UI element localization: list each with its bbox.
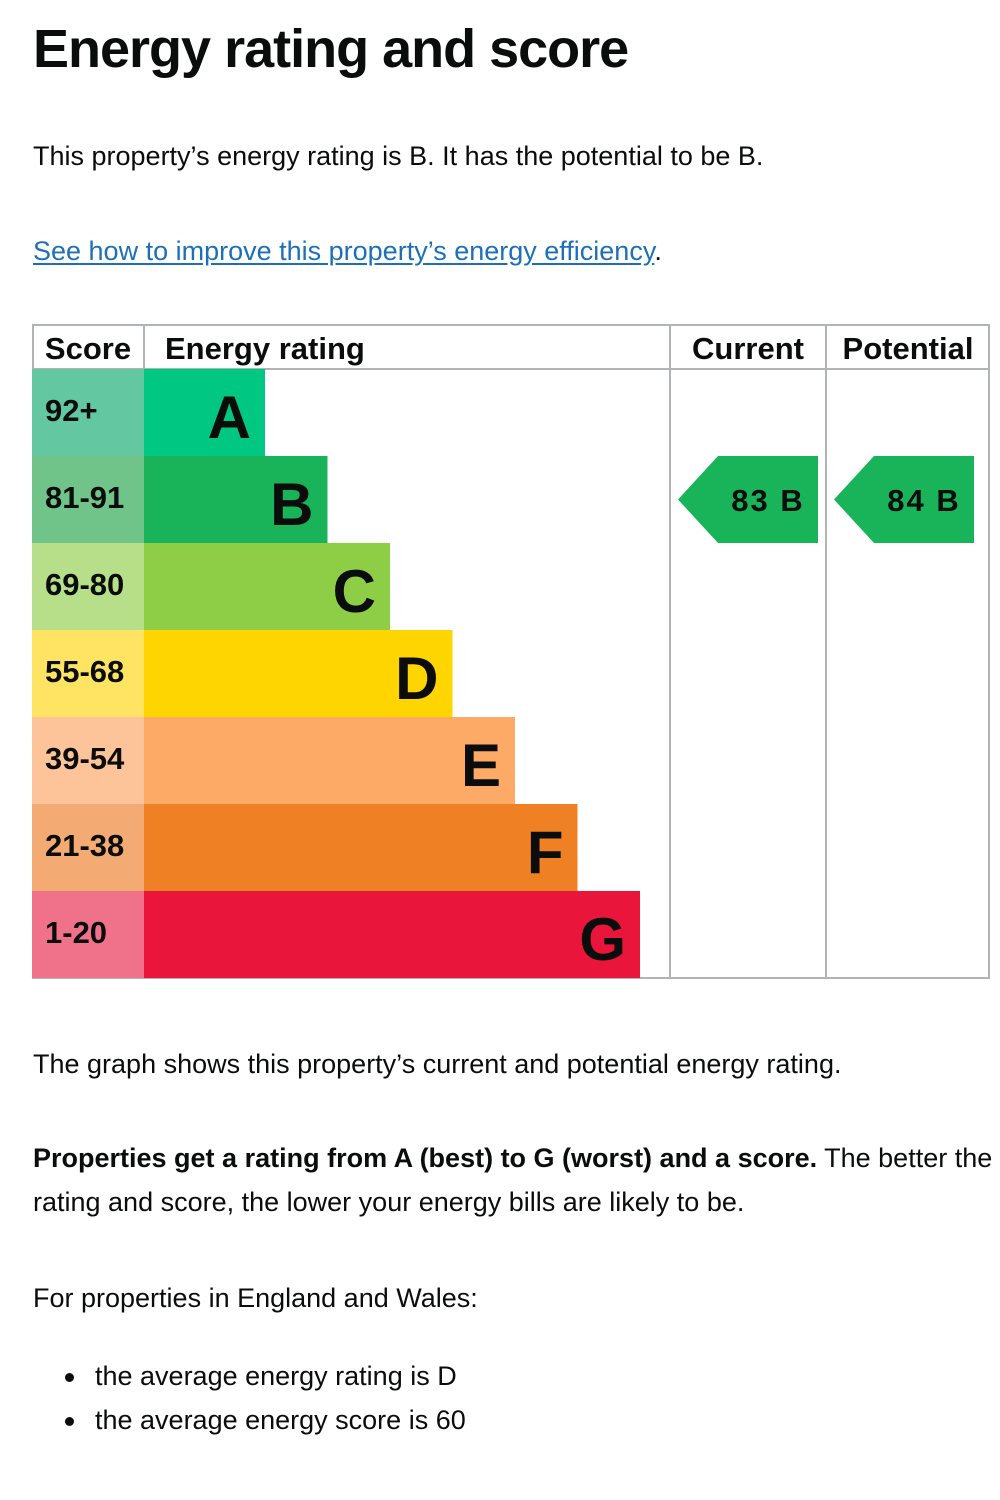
graph-description: The graph shows this property’s current … <box>33 1049 842 1079</box>
current-rating-label: 83 B <box>731 483 804 518</box>
region-intro: For properties in England and Wales: <box>33 1283 478 1313</box>
score-range-d: 55-68 <box>45 654 124 689</box>
rating-bar-g <box>144 891 640 978</box>
header-current: Current <box>692 331 804 366</box>
improve-efficiency-link[interactable]: See how to improve this property’s energ… <box>33 236 655 266</box>
score-range-c: 69-80 <box>45 567 124 602</box>
rating-letter-d: D <box>395 645 438 712</box>
rating-letter-g: G <box>579 906 626 973</box>
rating-bar-f <box>144 804 578 891</box>
score-range-g: 1-20 <box>45 915 107 950</box>
rating-bar-b <box>144 456 328 543</box>
rating-letter-a: A <box>208 384 251 451</box>
list-item-average-score: the average energy score is 60 <box>33 1398 466 1442</box>
potential-rating-arrow <box>834 456 974 543</box>
rating-bar-d <box>144 630 453 717</box>
energy-rating-chart: Score Energy rating Current Potential 92+ A 81… <box>32 324 990 979</box>
rating-letter-f: F <box>527 819 564 886</box>
score-cell-f <box>32 804 144 891</box>
score-range-f: 21-38 <box>45 828 124 863</box>
current-rating-arrow <box>678 456 818 543</box>
score-range-e: 39-54 <box>45 741 125 776</box>
score-cell-e <box>32 717 144 804</box>
improve-link-suffix: . <box>654 236 662 266</box>
rating-summary: This property’s energy rating is B. It h… <box>33 141 764 171</box>
score-cell-b <box>32 456 144 543</box>
rating-bar-c <box>144 543 390 630</box>
page-title: Energy rating and score <box>33 19 629 79</box>
rating-letter-e: E <box>461 732 501 799</box>
score-range-b: 81-91 <box>45 480 124 515</box>
average-ratings-list: the average energy rating is D the avera… <box>33 1354 466 1442</box>
score-cell-c <box>32 543 144 630</box>
score-cell-g <box>32 891 144 978</box>
header-energy-rating: Energy rating <box>165 331 365 366</box>
header-score: Score <box>45 331 131 366</box>
score-range-a: 92+ <box>45 393 98 428</box>
improve-paragraph: See how to improve this property’s energ… <box>33 233 662 269</box>
rating-bar-a <box>144 369 265 456</box>
ratings-explanation-rest: The better the rating and score, the low… <box>33 1143 993 1217</box>
rating-letter-b: B <box>270 471 313 538</box>
ratings-explanation: Properties get a rating from A (best) to… <box>33 1136 1000 1224</box>
list-item-average-rating: the average energy rating is D <box>33 1354 466 1398</box>
potential-rating-label: 84 B <box>887 483 960 518</box>
rating-letter-c: C <box>333 558 376 625</box>
rating-bar-e <box>144 717 515 804</box>
ratings-explanation-bold: Properties get a rating from A (best) to… <box>33 1143 818 1173</box>
header-potential: Potential <box>843 331 974 366</box>
score-cell-d <box>32 630 144 717</box>
score-cell-a <box>32 369 144 456</box>
